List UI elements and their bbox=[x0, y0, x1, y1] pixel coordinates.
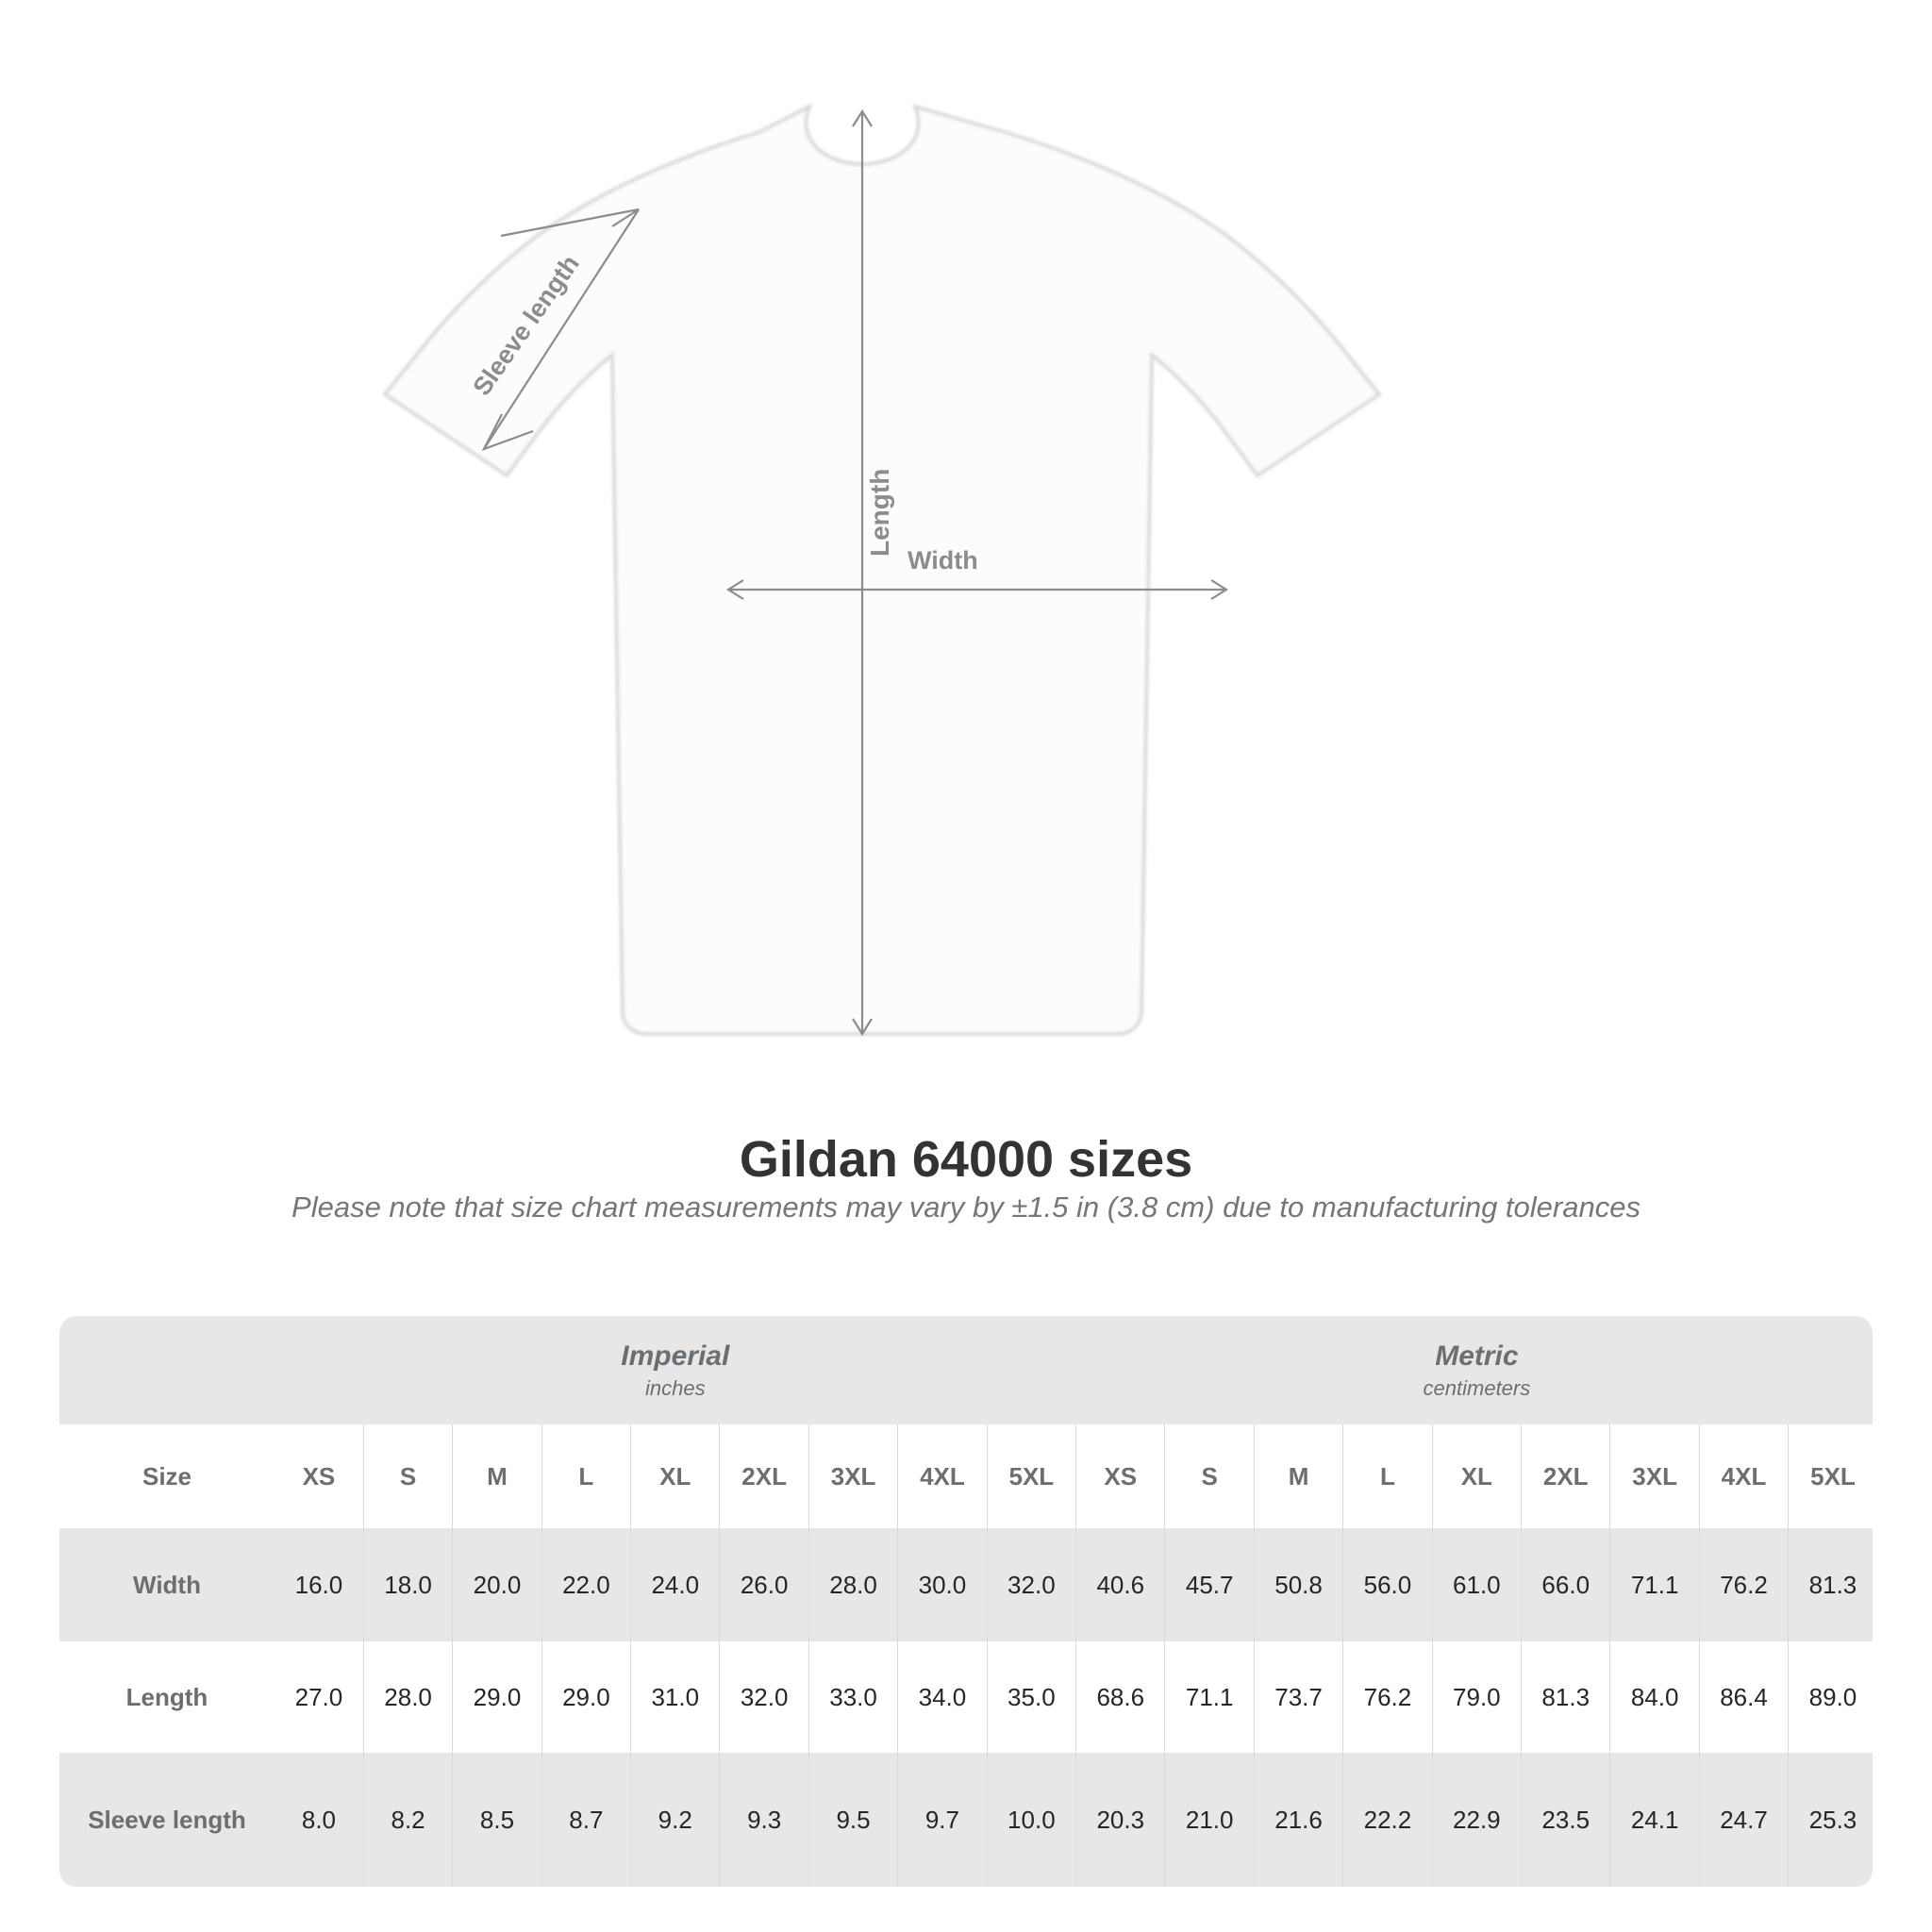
svg-text:Length: Length bbox=[865, 469, 894, 557]
svg-text:Width: Width bbox=[908, 546, 978, 575]
